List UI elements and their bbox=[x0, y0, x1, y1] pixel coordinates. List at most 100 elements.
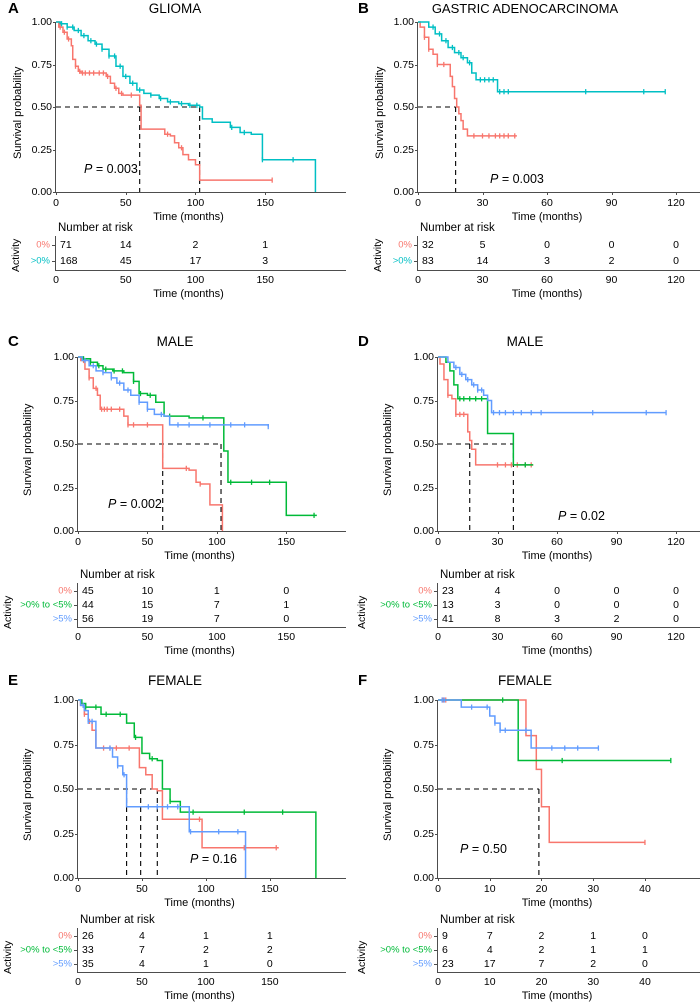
risk-x-tick-label: 90 bbox=[605, 274, 618, 286]
risk-x-tick-label: 50 bbox=[141, 631, 154, 643]
y-tick-mark bbox=[75, 444, 78, 445]
y-tick-mark bbox=[75, 744, 78, 746]
y-tick-mark bbox=[75, 400, 78, 402]
risk-x-tick-label: 150 bbox=[277, 631, 296, 643]
panel-b: B GASTRIC ADENOCARCINOMA 0.00 0.25 0.50 0.75 1… bbox=[350, 0, 700, 333]
risk-strata-label: >0% to <5% bbox=[380, 599, 432, 611]
risk-x-tick-label: 100 bbox=[186, 274, 205, 286]
risk-cell: 4 bbox=[486, 944, 493, 956]
risk-table-vline bbox=[77, 928, 78, 972]
risk-cell: 14 bbox=[476, 255, 489, 267]
x-tick-label: 0 bbox=[435, 883, 441, 895]
risk-cell: 2 bbox=[613, 613, 620, 625]
risk-strata-mark bbox=[74, 950, 77, 951]
x-tick-mark bbox=[269, 878, 271, 881]
risk-cell: 1 bbox=[283, 599, 290, 611]
y-tick-label: 0.75 bbox=[53, 394, 74, 407]
survival-curves-e bbox=[78, 699, 317, 878]
y-tick-label: 1.00 bbox=[53, 694, 74, 706]
risk-cell: 35 bbox=[82, 958, 94, 970]
risk-table-vline bbox=[437, 928, 438, 972]
x-tick-label: 40 bbox=[639, 883, 651, 895]
y-tick-label: 0.00 bbox=[393, 186, 414, 198]
risk-x-tick-label: 0 bbox=[75, 976, 81, 988]
risk-cell: 45 bbox=[119, 255, 132, 267]
risk-strata-label: >0% bbox=[30, 255, 50, 267]
risk-x-tick-label: 150 bbox=[256, 274, 274, 286]
x-tick-label: 0 bbox=[75, 883, 81, 895]
y-tick-mark bbox=[435, 878, 438, 879]
x-tick-label: 30 bbox=[587, 883, 600, 895]
x-tick-label: 30 bbox=[476, 197, 489, 209]
y-tick-mark bbox=[53, 107, 56, 108]
x-tick-label: 90 bbox=[610, 536, 623, 548]
risk-x-axis-label: Time (months) bbox=[164, 645, 235, 657]
y-tick-mark bbox=[53, 192, 56, 193]
x-tick-mark bbox=[482, 192, 484, 195]
risk-x-tick-label: 60 bbox=[541, 274, 553, 286]
x-tick-label: 100 bbox=[208, 536, 226, 548]
x-tick-mark bbox=[593, 878, 595, 881]
panel-d: D MALE 0.00 0.25 0.50 0.75 1.00 Survival probab… bbox=[350, 333, 700, 666]
risk-strata-label: >0% to <5% bbox=[20, 599, 72, 611]
y-tick-mark bbox=[435, 357, 438, 358]
risk-strata-mark bbox=[74, 591, 77, 592]
x-axis-label: Time (months) bbox=[164, 897, 235, 909]
risk-cell: 17 bbox=[189, 255, 202, 267]
risk-table-axis bbox=[77, 972, 346, 974]
risk-x-tick-label: 0 bbox=[415, 274, 421, 286]
risk-cell: 0 bbox=[642, 958, 648, 970]
y-tick-mark bbox=[53, 149, 56, 151]
risk-x-tick-label: 10 bbox=[483, 976, 496, 988]
risk-cell: 6 bbox=[442, 944, 448, 956]
risk-x-tick-label: 120 bbox=[667, 631, 685, 643]
km-curve bbox=[438, 356, 534, 466]
risk-cell: 17 bbox=[483, 958, 496, 970]
panel-letter-e: E bbox=[8, 672, 19, 689]
x-tick-label: 60 bbox=[541, 197, 553, 209]
x-tick-label: 0 bbox=[415, 197, 421, 209]
risk-table-title: Number at risk bbox=[440, 569, 515, 581]
x-tick-mark bbox=[56, 192, 57, 195]
risk-x-axis-label: Time (months) bbox=[521, 645, 593, 657]
x-tick-mark bbox=[489, 878, 491, 881]
risk-x-tick-label: 90 bbox=[610, 631, 623, 643]
risk-table-axis bbox=[417, 270, 700, 272]
x-axis-line bbox=[77, 878, 346, 880]
risk-x-tick-label: 50 bbox=[119, 274, 132, 286]
risk-cell: 2 bbox=[538, 944, 545, 956]
y-tick-mark bbox=[435, 700, 438, 701]
y-axis-label: Survival probability bbox=[22, 748, 34, 841]
risk-strata-mark bbox=[52, 245, 55, 246]
risk-cell: 0 bbox=[608, 239, 615, 251]
risk-strata-label: >5% bbox=[412, 958, 432, 970]
x-tick-mark bbox=[125, 192, 127, 195]
risk-x-tick-label: 30 bbox=[587, 976, 600, 988]
y-tick-mark bbox=[53, 22, 56, 23]
risk-strata-label: 0% bbox=[418, 585, 432, 597]
risk-cell: 2 bbox=[192, 239, 199, 251]
risk-x-axis-label: Time (months) bbox=[521, 990, 593, 1002]
panel-title-b: GASTRIC ADENOCARCINOMA bbox=[431, 1, 619, 16]
panel-title-d: MALE bbox=[506, 334, 544, 349]
survival-curves-f bbox=[438, 697, 672, 878]
risk-cell: 1 bbox=[202, 930, 209, 942]
y-tick-label: 0.75 bbox=[413, 394, 434, 407]
p-value-e: P = 0.16 bbox=[190, 852, 237, 866]
x-tick-mark bbox=[616, 531, 618, 534]
x-axis-label: Time (months) bbox=[521, 897, 593, 909]
y-tick-mark bbox=[435, 487, 438, 489]
x-tick-mark bbox=[438, 531, 439, 534]
risk-strata-mark bbox=[434, 591, 437, 592]
risk-cell: 71 bbox=[60, 239, 72, 251]
km-curve bbox=[78, 699, 247, 878]
x-tick-label: 120 bbox=[667, 536, 685, 548]
y-axis-label: Survival probability bbox=[22, 403, 34, 496]
y-tick-mark bbox=[415, 64, 418, 66]
km-curve bbox=[418, 21, 517, 137]
y-tick-label: 0.00 bbox=[53, 872, 74, 884]
risk-strata-label: >5% bbox=[52, 958, 72, 970]
y-tick-label: 1.00 bbox=[393, 16, 414, 28]
risk-strata-label: 0% bbox=[418, 930, 432, 942]
risk-strata-mark bbox=[74, 619, 77, 620]
